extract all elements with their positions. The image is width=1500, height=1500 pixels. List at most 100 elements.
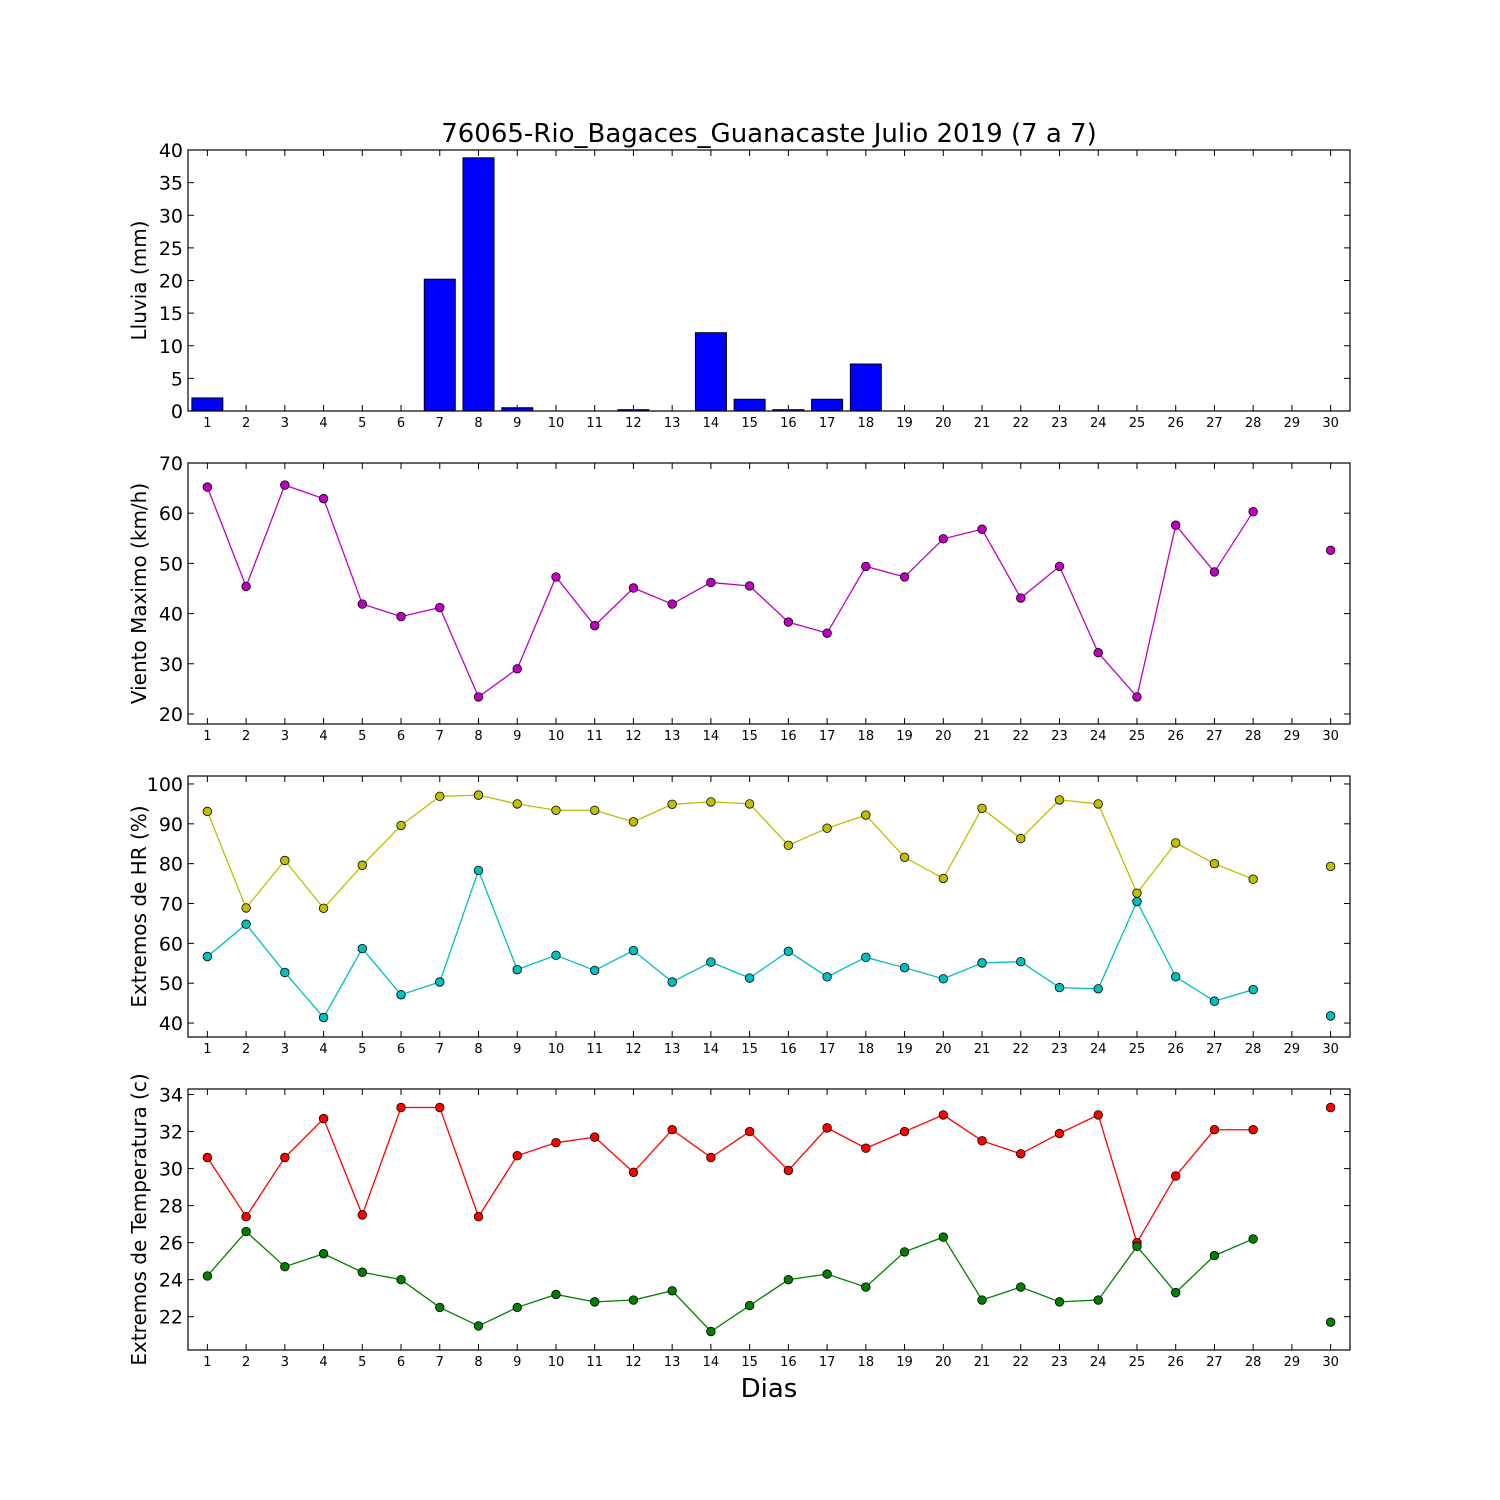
x-tick-label: 26 (1167, 416, 1184, 431)
point-day-7 (435, 1102, 445, 1113)
point-day-18 (861, 810, 871, 820)
x-tick-label: 26 (1167, 1355, 1184, 1370)
x-tick-label: 10 (548, 1355, 565, 1370)
point-day-9 (512, 1150, 522, 1161)
x-tick-label: 12 (625, 729, 642, 744)
point-day-14 (706, 957, 716, 967)
x-tick-label: 19 (896, 416, 913, 431)
x-tick-label: 15 (741, 416, 758, 431)
x-tick-label: 27 (1206, 1042, 1223, 1057)
point-day-11 (590, 805, 600, 815)
x-tick-label: 19 (896, 729, 913, 744)
point-day-7 (435, 977, 445, 987)
point-day-8 (473, 1321, 484, 1331)
y-tick-label: 40 (159, 1013, 183, 1035)
y-tick-label: 60 (159, 503, 183, 525)
point-day-13 (667, 1125, 677, 1135)
point-day-15 (744, 973, 755, 983)
point-day-12 (628, 945, 639, 956)
x-tick-label: 3 (281, 729, 289, 744)
x-tick-label: 19 (896, 1042, 913, 1057)
point-day-19 (899, 962, 910, 973)
y-tick-label: 90 (159, 814, 183, 836)
point-day-25 (1132, 888, 1142, 898)
y-tick-label: 50 (159, 973, 183, 995)
y-tick-label: 100 (147, 774, 183, 796)
point-day-4 (318, 1012, 329, 1023)
point-day-5 (357, 599, 368, 609)
point-day-6 (396, 990, 406, 1000)
x-tick-label: 13 (664, 416, 681, 431)
x-tick-label: 24 (1090, 416, 1107, 431)
point-day-15 (744, 799, 755, 809)
x-tick-label: 21 (974, 1042, 991, 1057)
x-tick-label: 9 (513, 416, 521, 431)
chart-title: 76065-Rio_Bagaces_Guanacaste Julio 2019 … (441, 119, 1097, 149)
point-day-11 (590, 1132, 600, 1142)
point-day-6 (396, 1102, 406, 1113)
point-day-14 (706, 577, 716, 588)
point-day-1 (202, 482, 213, 492)
point-day-2 (241, 581, 251, 592)
point-day-17 (822, 1123, 832, 1133)
point-day-26 (1170, 1171, 1181, 1181)
point-day-21 (977, 958, 987, 968)
y-tick-label: 15 (159, 303, 183, 325)
y-tick-label: 10 (159, 336, 183, 358)
x-tick-label: 22 (1012, 1042, 1029, 1057)
point-day-22 (1016, 833, 1026, 844)
x-tick-label: 7 (436, 1042, 444, 1057)
point-day-11 (590, 965, 600, 976)
x-tick-label: 25 (1129, 1355, 1146, 1370)
point-day-6 (396, 1274, 406, 1285)
x-tick-label: 11 (586, 1042, 603, 1057)
x-tick-label: 29 (1284, 1355, 1301, 1370)
x-tick-label: 13 (664, 1355, 681, 1370)
x-tick-label: 28 (1245, 416, 1262, 431)
x-tick-label: 1 (203, 1355, 211, 1370)
x-tick-label: 1 (203, 729, 211, 744)
point-day-10 (551, 950, 561, 961)
x-tick-label: 24 (1090, 1355, 1107, 1370)
x-tick-label: 27 (1206, 1355, 1223, 1370)
point-day-8 (473, 1212, 484, 1222)
x-tick-label: 10 (548, 416, 565, 431)
point-day-22 (1016, 956, 1026, 967)
y-tick-label: 20 (159, 704, 183, 726)
point-day-1 (202, 951, 213, 962)
point-day-8 (473, 790, 484, 800)
series-line-0 (207, 1108, 1330, 1243)
point-day-20 (938, 1110, 949, 1120)
point-day-16 (783, 1165, 794, 1176)
x-tick-label: 1 (203, 1042, 211, 1057)
x-tick-label: 27 (1206, 729, 1223, 744)
x-tick-label: 12 (625, 416, 642, 431)
point-day-1 (202, 1271, 213, 1281)
bar-day-15 (733, 398, 766, 412)
point-day-19 (899, 852, 910, 862)
point-day-13 (667, 799, 677, 809)
point-day-19 (899, 1126, 910, 1137)
point-day-26 (1170, 1287, 1181, 1298)
x-tick-label: 17 (819, 729, 836, 744)
plot-frame (187, 1088, 1351, 1351)
point-day-18 (861, 561, 871, 572)
point-day-17 (822, 823, 832, 833)
x-tick-label: 7 (436, 729, 444, 744)
x-tick-label: 4 (319, 416, 327, 431)
point-day-19 (899, 572, 910, 582)
panel-temp: Extremos de Temperatura (c) 2224262830323… (127, 1073, 1351, 1370)
point-day-21 (977, 1295, 987, 1305)
point-day-18 (861, 1282, 871, 1292)
x-tick-label: 15 (741, 1355, 758, 1370)
x-tick-label: 23 (1051, 1355, 1068, 1370)
point-day-17 (822, 628, 832, 638)
point-day-30 (1325, 861, 1336, 872)
x-tick-label: 20 (935, 416, 952, 431)
point-day-15 (744, 581, 755, 591)
point-day-8 (473, 865, 484, 876)
point-day-3 (280, 1262, 290, 1272)
x-tick-label: 8 (474, 1042, 482, 1057)
x-tick-label: 10 (548, 729, 565, 744)
x-tick-label: 26 (1167, 1042, 1184, 1057)
